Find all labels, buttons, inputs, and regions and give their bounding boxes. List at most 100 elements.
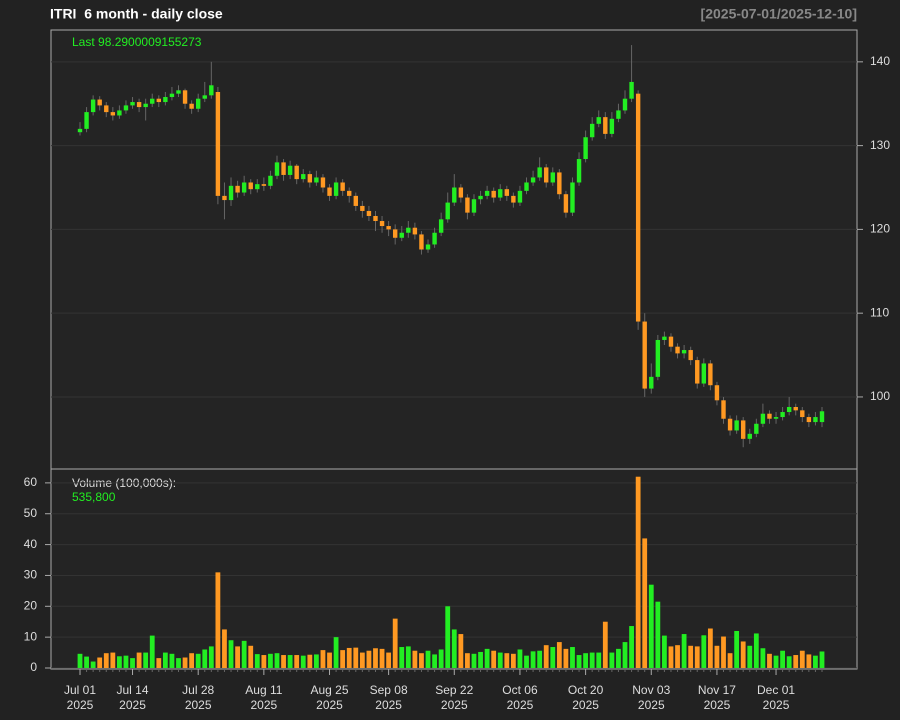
candle-body [373, 215, 378, 222]
volume-bar [379, 648, 385, 668]
volume-bar [405, 646, 411, 668]
volume-bar [602, 621, 608, 668]
candle-body [202, 95, 207, 99]
volume-bar [629, 626, 634, 668]
x-tick-year: 2025 [316, 698, 343, 712]
y-tick-label: 40 [24, 537, 38, 551]
candle-body [498, 189, 503, 198]
candle-body [235, 185, 240, 193]
candle-body [714, 385, 720, 401]
candle-body [721, 400, 726, 419]
volume-bar [176, 658, 181, 668]
candle-body [603, 117, 608, 134]
candle-body [734, 420, 739, 431]
candle-body [222, 195, 227, 201]
candle-body [583, 137, 588, 160]
candle-body [255, 184, 260, 190]
volume-bar [530, 651, 536, 668]
volume-bar [77, 653, 83, 668]
candle-body [695, 360, 700, 384]
x-tick-year: 2025 [441, 698, 468, 712]
volume-bar [399, 647, 405, 668]
candle-body [438, 219, 444, 233]
volume-bar [353, 647, 359, 668]
volume-bar [609, 652, 615, 668]
candle-body [294, 165, 299, 180]
candle-body [786, 407, 792, 413]
candle-body [465, 197, 470, 213]
candle-body [445, 202, 450, 220]
candle-body [360, 205, 365, 211]
x-tick-label: Nov 17 [698, 683, 736, 697]
volume-bar [419, 653, 424, 668]
candle-body [819, 411, 825, 423]
candle-body [281, 162, 286, 175]
volume-bar [182, 657, 188, 668]
candle-body [504, 189, 510, 196]
candle-body [136, 102, 142, 108]
volume-bar [813, 655, 818, 668]
volume-bar [294, 655, 300, 668]
candle-body [635, 93, 641, 322]
candle-body [793, 407, 798, 411]
volume-bar [537, 650, 543, 668]
last-volume: 535,800 [72, 490, 116, 504]
candle-body [425, 244, 431, 250]
candle-body [471, 199, 477, 213]
candle-body [754, 423, 759, 434]
candle-body [681, 350, 687, 354]
x-tick-label: Aug 11 [245, 683, 282, 697]
volume-bar [366, 650, 372, 668]
candle-body [195, 98, 201, 109]
volume-bar [445, 606, 451, 668]
candle-body [537, 167, 542, 178]
candle-body [701, 363, 707, 384]
volume-bar [727, 653, 733, 668]
volume-bar [235, 646, 240, 668]
volume-bar [202, 649, 208, 668]
volume-bar [550, 647, 556, 668]
y-tick-label: 120 [870, 222, 890, 236]
candle-body [458, 187, 464, 198]
marks [77, 45, 825, 668]
candle-body [452, 187, 457, 203]
x-tick-year: 2025 [763, 698, 790, 712]
x-tick-year: 2025 [67, 698, 94, 712]
x-tick-year: 2025 [251, 698, 278, 712]
y-tick-label: 30 [24, 568, 38, 582]
volume-bar [694, 646, 700, 668]
candle-body [675, 346, 680, 354]
candle-body [747, 433, 752, 439]
candle-body [668, 336, 674, 347]
candle-body [563, 194, 569, 213]
volume-bar [136, 652, 142, 668]
volume-bar [793, 655, 799, 668]
x-tick-year: 2025 [704, 698, 731, 712]
candle-body [110, 112, 116, 116]
x-tick-label: Oct 20 [568, 683, 604, 697]
volume-bar [307, 654, 313, 668]
x-tick-label: Dec 01 [757, 683, 795, 697]
x-tick-year: 2025 [185, 698, 212, 712]
candle-body [741, 420, 746, 439]
candle-body [767, 413, 772, 419]
candle-body [333, 182, 339, 196]
candle-body [589, 123, 595, 138]
volume-bar [215, 572, 221, 668]
volume-bar [819, 651, 825, 668]
candle-body [117, 110, 122, 116]
y-tick-label: 130 [870, 138, 890, 152]
candle-body [248, 182, 253, 190]
candle-body [596, 117, 601, 124]
candle-body [379, 221, 385, 227]
candle-body [287, 165, 293, 175]
volume-bar [222, 629, 227, 668]
volume-bar [767, 653, 772, 668]
x-tick-label: Jul 01 [64, 683, 96, 697]
volume-bar [333, 637, 339, 668]
volume-bar [563, 648, 569, 668]
candle-body [524, 182, 529, 191]
volume-bar [622, 642, 628, 668]
volume-bar [642, 538, 648, 668]
volume-bar [786, 656, 792, 668]
